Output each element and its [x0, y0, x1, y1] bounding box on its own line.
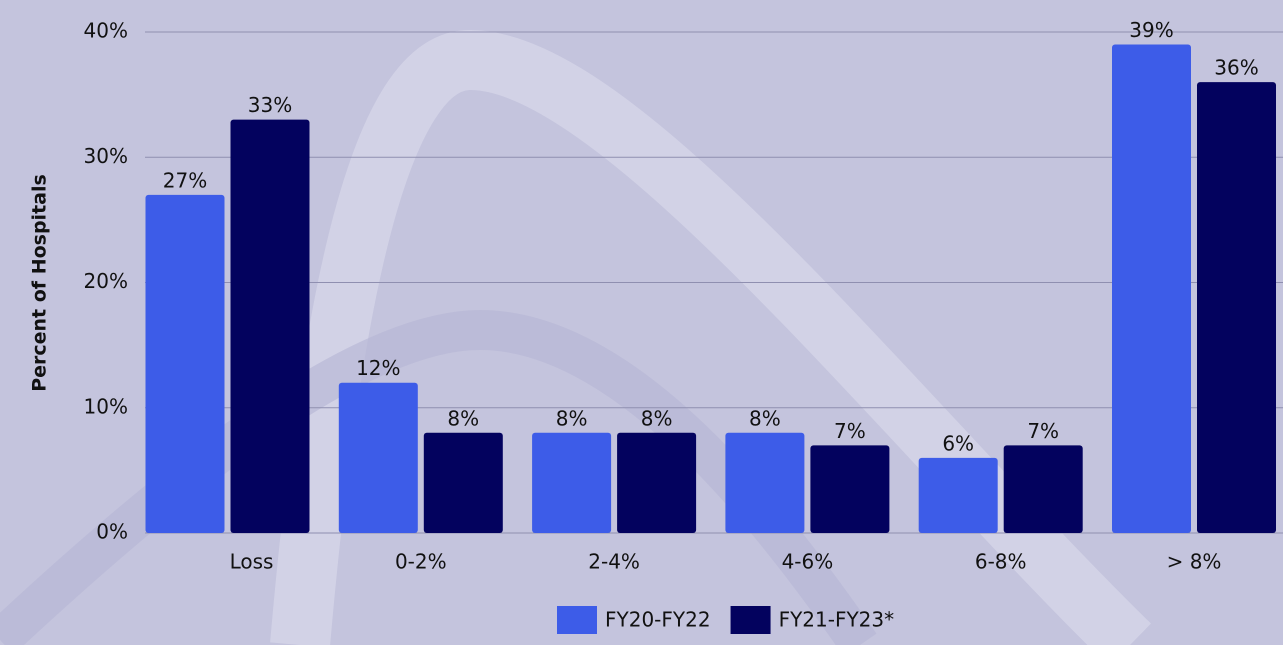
bar: [810, 445, 890, 533]
bar: [423, 432, 503, 533]
bar: [725, 432, 805, 533]
data-label: 7%: [834, 419, 866, 443]
data-label: 6%: [942, 431, 974, 455]
bar: [145, 194, 225, 533]
bar: [1003, 445, 1083, 533]
x-tick-label: > 8%: [1167, 550, 1222, 574]
decoration: [270, 29, 1151, 645]
data-label: 8%: [749, 406, 781, 430]
y-tick-label: 30%: [84, 144, 128, 168]
data-label: 27%: [163, 168, 207, 192]
legend-label: FY20-FY22: [605, 608, 711, 632]
data-label: 39%: [1129, 18, 1173, 42]
bar: [1197, 82, 1276, 533]
data-label: 7%: [1027, 419, 1059, 443]
x-tick-label: 2-4%: [588, 550, 640, 574]
bar: [338, 382, 418, 533]
data-label: 12%: [356, 356, 400, 380]
data-label: 33%: [248, 93, 292, 117]
y-tick-label: 0%: [96, 520, 128, 544]
x-tick-label: Loss: [230, 550, 274, 574]
legend-swatch: [730, 606, 771, 634]
data-label: 8%: [447, 406, 479, 430]
x-tick-label: 4-6%: [782, 550, 834, 574]
y-tick-label: 10%: [84, 394, 128, 418]
legend-swatch: [557, 606, 597, 634]
legend-label: FY21-FY23*: [779, 608, 895, 632]
bar: [1112, 44, 1191, 534]
bar: [532, 432, 612, 533]
bar: [918, 457, 998, 533]
y-tick-label: 20%: [84, 269, 128, 293]
y-tick-label: 40%: [84, 19, 128, 43]
data-label: 8%: [556, 406, 588, 430]
bar: [230, 119, 310, 534]
data-label: 36%: [1214, 56, 1258, 80]
data-label: 8%: [641, 406, 673, 430]
y-axis-label: Percent of Hospitals: [29, 174, 51, 392]
bar: [617, 432, 697, 533]
x-tick-label: 6-8%: [975, 550, 1027, 574]
x-tick-label: 0-2%: [395, 550, 447, 574]
